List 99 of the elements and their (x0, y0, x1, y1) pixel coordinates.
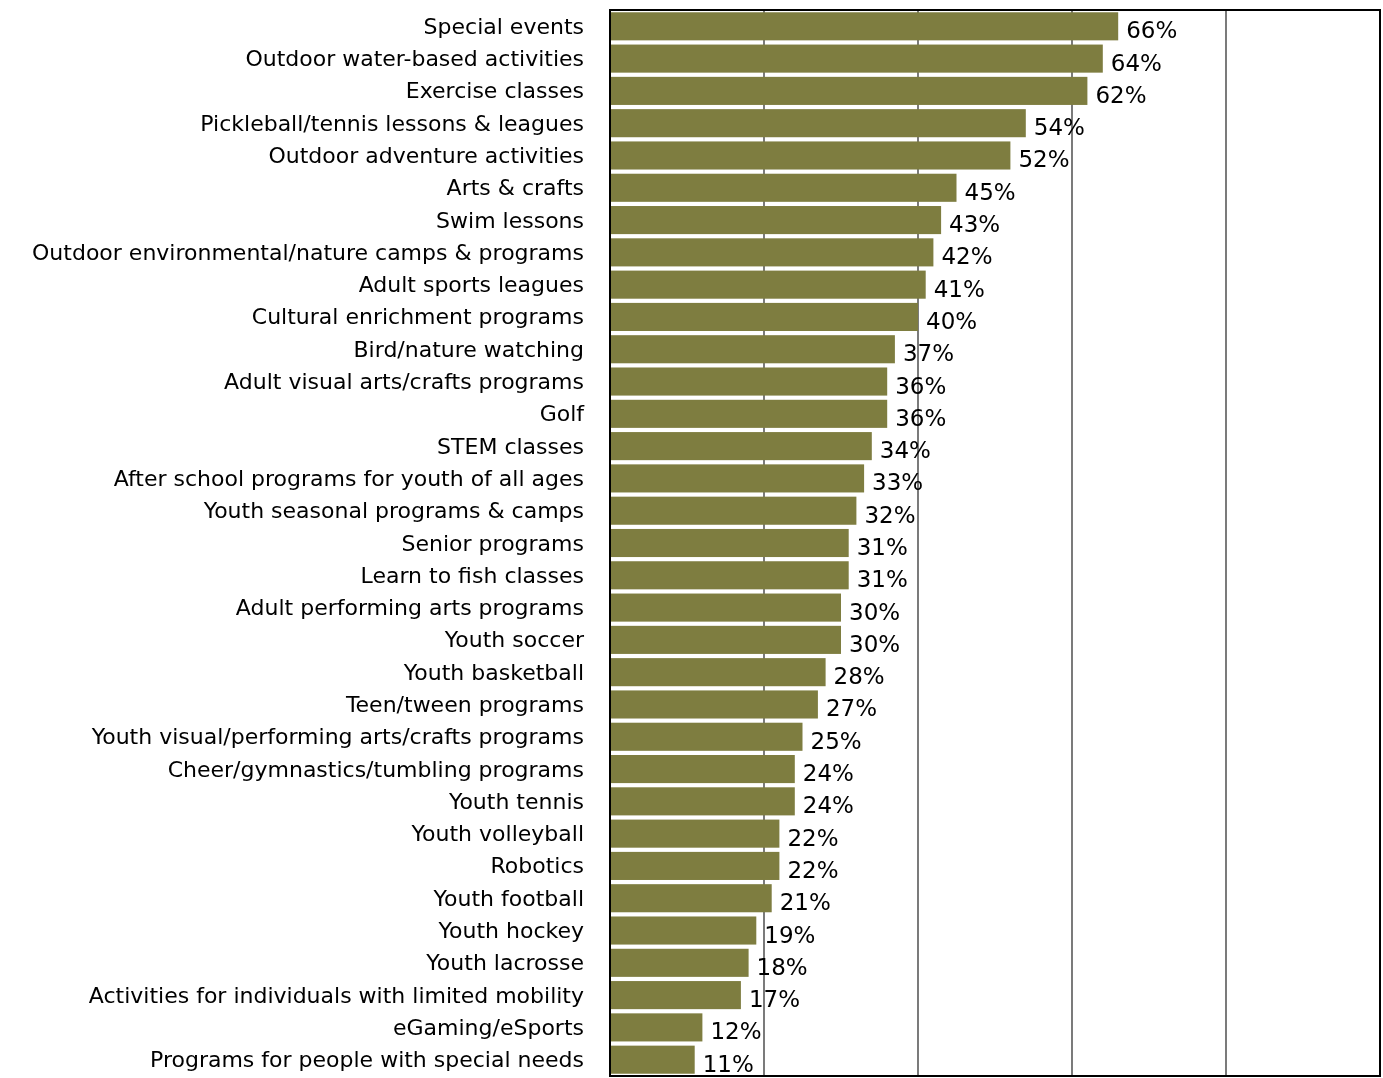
y-tick-label: Swim lessons (436, 207, 584, 233)
data-label: 32% (864, 501, 916, 528)
y-tick-label: Youth hockey (437, 918, 584, 944)
data-label: 30% (849, 598, 901, 625)
data-label: 45% (964, 178, 1016, 205)
y-tick-label: Learn to fish classes (360, 562, 584, 588)
bar (610, 787, 795, 816)
data-label: 34% (879, 437, 931, 464)
bar (610, 1045, 695, 1074)
y-tick-label: Senior programs (401, 530, 584, 556)
data-label: 22% (787, 856, 839, 883)
data-label: 24% (802, 760, 854, 787)
bar (610, 76, 1088, 105)
bar (610, 335, 895, 364)
data-label: 36% (895, 372, 947, 399)
y-tick-label: Youth basketball (402, 659, 584, 685)
y-tick-label: Youth lacrosse (425, 950, 584, 976)
bar (610, 528, 849, 558)
data-label: 31% (856, 566, 908, 593)
bar (610, 625, 841, 654)
bar (610, 44, 1103, 73)
y-tick-label: Outdoor adventure activities (268, 142, 584, 168)
y-tick-label: eGaming/eSports (393, 1014, 584, 1040)
y-tick-label: After school programs for youth of all ages (113, 465, 584, 491)
data-label: 66% (1126, 17, 1178, 44)
data-label: 18% (756, 953, 808, 980)
data-label: 11% (702, 1050, 754, 1077)
data-label: 25% (810, 727, 862, 754)
bar (610, 884, 772, 913)
bar (610, 270, 926, 299)
bar (610, 432, 872, 461)
y-tick-label: Youth volleyball (410, 821, 584, 847)
y-tick-label: Teen/tween programs (344, 691, 584, 717)
y-tick-label: Pickleball/tennis lessons & leagues (200, 110, 584, 136)
data-label: 22% (787, 824, 839, 851)
y-tick-label: Exercise classes (405, 78, 584, 104)
data-label: 42% (941, 243, 993, 270)
bar (610, 819, 780, 848)
bar (610, 1013, 703, 1042)
bar (610, 755, 795, 784)
bar (610, 12, 1119, 41)
bar (610, 109, 1026, 138)
data-label: 36% (895, 404, 947, 431)
data-label: 41% (933, 275, 985, 302)
y-tick-label: Arts & crafts (446, 175, 584, 201)
data-label: 52% (1018, 146, 1070, 173)
bar (610, 367, 888, 396)
bar (610, 302, 918, 331)
bar (610, 981, 741, 1010)
data-label: 21% (779, 889, 831, 916)
y-tick-label: Youth seasonal programs & camps (202, 498, 584, 524)
data-label: 17% (748, 986, 801, 1013)
data-label: 28% (833, 663, 885, 690)
bar (610, 206, 942, 235)
y-tick-label: Robotics (490, 853, 584, 879)
data-label: 62% (1095, 81, 1147, 108)
y-tick-label: Youth football (432, 885, 584, 911)
data-label: 19% (764, 921, 816, 948)
bar (610, 690, 818, 719)
bar (610, 141, 1011, 170)
data-label: 30% (849, 630, 901, 657)
bar (610, 561, 849, 590)
y-tick-label: Adult visual arts/crafts programs (224, 369, 584, 395)
data-label: 40% (926, 307, 978, 334)
y-tick-label: Bird/nature watching (353, 336, 584, 362)
y-tick-label: Cultural enrichment programs (251, 304, 584, 330)
y-tick-label: Youth soccer (443, 627, 585, 653)
data-label: 64% (1110, 49, 1162, 76)
y-tick-label: Special events (423, 13, 584, 39)
y-tick-label: Cheer/gymnastics/tumbling programs (167, 756, 584, 782)
data-label: 43% (949, 211, 1001, 238)
y-tick-label: Adult sports leagues (358, 272, 584, 298)
y-tick-label: Youth tennis (447, 788, 584, 814)
y-tick-label: Adult performing arts programs (235, 595, 584, 621)
data-label: 31% (856, 534, 908, 560)
data-label: 12% (710, 1018, 762, 1045)
bar (610, 399, 888, 428)
bar (610, 464, 865, 493)
data-label: 54% (1033, 114, 1085, 141)
bar (610, 948, 749, 977)
y-tick-label: STEM classes (437, 433, 584, 459)
bar (610, 238, 934, 267)
data-label: 37% (902, 340, 955, 367)
y-tick-label: Programs for people with special needs (150, 1047, 584, 1073)
bar (610, 496, 857, 525)
bar (610, 851, 780, 880)
data-label: 33% (872, 469, 924, 496)
data-label: 24% (802, 792, 854, 819)
bar (610, 658, 826, 687)
data-label: 27% (825, 695, 878, 722)
bar (610, 916, 757, 945)
y-tick-label: Outdoor water-based activities (245, 46, 584, 72)
y-tick-label: Activities for individuals with limited mobility (88, 982, 584, 1008)
bar (610, 593, 841, 622)
y-tick-label: Outdoor environmental/nature camps & programs (32, 239, 584, 265)
bar (610, 173, 957, 202)
y-tick-label: Golf (539, 401, 586, 427)
y-tick-label: Youth visual/performing arts/crafts programs (90, 724, 584, 750)
bar (610, 722, 803, 751)
